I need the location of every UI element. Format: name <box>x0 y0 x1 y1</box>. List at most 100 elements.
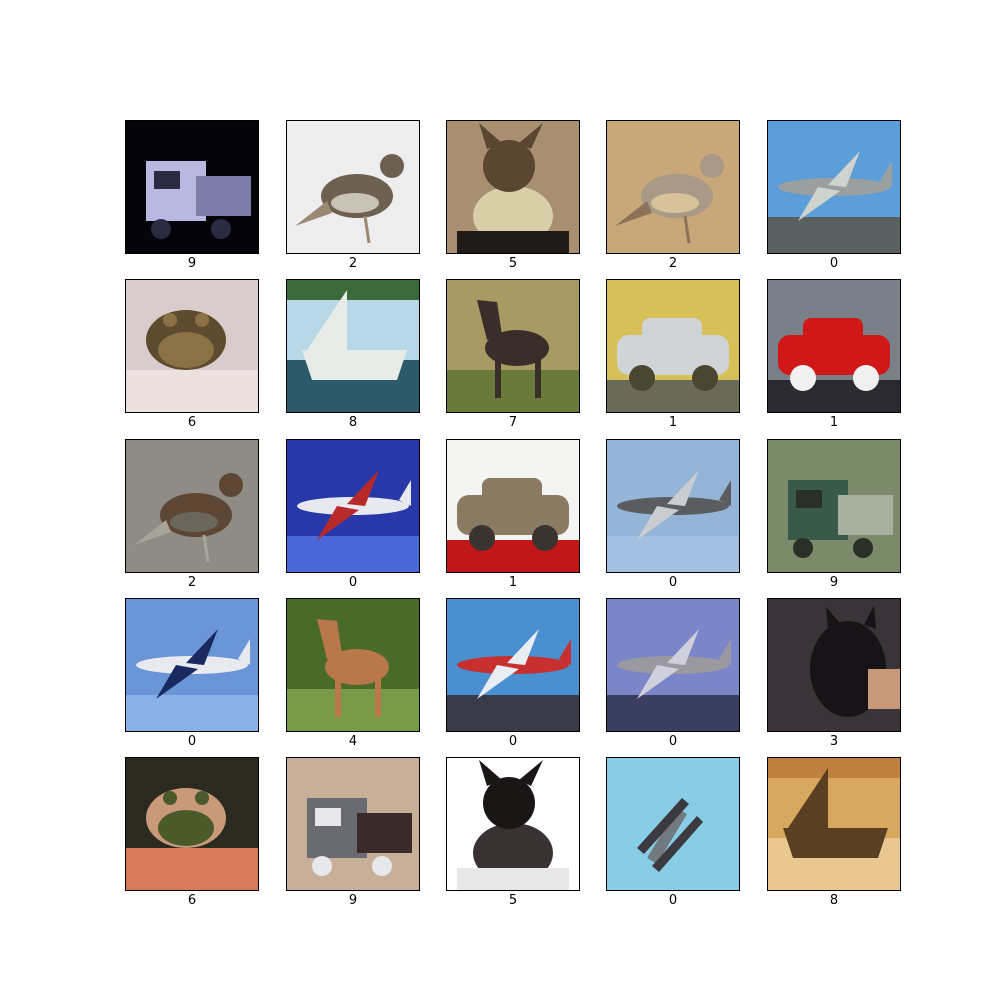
grid-cell: 7 <box>446 279 580 431</box>
class-label: 9 <box>187 256 197 271</box>
thumbnail-picture <box>287 599 419 731</box>
class-label: 0 <box>829 256 839 271</box>
grid-cell: 0 <box>767 120 901 272</box>
thumbnail-picture <box>768 280 900 412</box>
thumbnail-image <box>286 120 420 254</box>
grid-cell: 3 <box>767 598 901 750</box>
thumbnail-picture <box>287 440 419 572</box>
grid-cell: 9 <box>767 439 901 591</box>
thumbnail-picture <box>447 599 579 731</box>
thumbnail-picture <box>768 440 900 572</box>
thumbnail-image <box>286 757 420 891</box>
class-label: 2 <box>348 256 358 271</box>
thumbnail-image <box>446 120 580 254</box>
grid-cell: 0 <box>606 598 740 750</box>
class-label: 7 <box>508 415 518 430</box>
thumbnail-image <box>286 279 420 413</box>
class-label: 9 <box>348 893 358 908</box>
grid-cell: 1 <box>767 279 901 431</box>
class-label: 0 <box>348 575 358 590</box>
thumbnail-image <box>606 120 740 254</box>
grid-cell: 8 <box>286 279 420 431</box>
grid-cell: 1 <box>446 439 580 591</box>
thumbnail-image <box>125 439 259 573</box>
thumbnail-image <box>446 279 580 413</box>
thumbnail-picture <box>768 758 900 890</box>
class-label: 3 <box>829 734 839 749</box>
grid-cell: 8 <box>767 757 901 909</box>
thumbnail-picture <box>287 758 419 890</box>
thumbnail-image <box>446 598 580 732</box>
class-label: 0 <box>508 734 518 749</box>
class-label: 0 <box>668 734 678 749</box>
thumbnail-picture <box>126 121 258 253</box>
thumbnail-picture <box>607 599 739 731</box>
thumbnail-image <box>767 279 901 413</box>
grid-cell: 0 <box>125 598 259 750</box>
class-label: 0 <box>668 575 678 590</box>
thumbnail-picture <box>287 280 419 412</box>
class-label: 6 <box>187 415 197 430</box>
thumbnail-picture <box>447 280 579 412</box>
class-label: 0 <box>187 734 197 749</box>
thumbnail-picture <box>768 599 900 731</box>
thumbnail-image <box>767 439 901 573</box>
thumbnail-image <box>606 279 740 413</box>
grid-cell: 1 <box>606 279 740 431</box>
thumbnail-picture <box>607 440 739 572</box>
thumbnail-image <box>125 279 259 413</box>
grid-cell: 2 <box>606 120 740 272</box>
thumbnail-picture <box>607 280 739 412</box>
thumbnail-image <box>767 598 901 732</box>
class-label: 9 <box>829 575 839 590</box>
grid-cell: 0 <box>606 757 740 909</box>
grid-cell: 6 <box>125 757 259 909</box>
thumbnail-image <box>606 598 740 732</box>
thumbnail-image <box>767 757 901 891</box>
thumbnail-image <box>767 120 901 254</box>
thumbnail-image <box>446 757 580 891</box>
grid-cell: 2 <box>286 120 420 272</box>
thumbnail-picture <box>447 121 579 253</box>
thumbnail-picture <box>126 440 258 572</box>
thumbnail-picture <box>607 121 739 253</box>
thumbnail-image <box>286 439 420 573</box>
class-label: 5 <box>508 256 518 271</box>
class-label: 8 <box>829 893 839 908</box>
thumbnail-image <box>125 757 259 891</box>
grid-cell: 5 <box>446 120 580 272</box>
grid-cell: 0 <box>286 439 420 591</box>
grid-cell: 6 <box>125 279 259 431</box>
class-label: 4 <box>348 734 358 749</box>
thumbnail-image <box>606 757 740 891</box>
class-label: 1 <box>508 575 518 590</box>
class-label: 8 <box>348 415 358 430</box>
thumbnail-image <box>446 439 580 573</box>
grid-cell: 9 <box>286 757 420 909</box>
grid-cell: 0 <box>606 439 740 591</box>
thumbnail-picture <box>768 121 900 253</box>
class-label: 1 <box>829 415 839 430</box>
thumbnail-image <box>125 120 259 254</box>
class-label: 2 <box>187 575 197 590</box>
thumbnail-picture <box>287 121 419 253</box>
grid-cell: 4 <box>286 598 420 750</box>
class-label: 0 <box>668 893 678 908</box>
thumbnail-image <box>125 598 259 732</box>
class-label: 1 <box>668 415 678 430</box>
class-label: 2 <box>668 256 678 271</box>
thumbnail-image <box>286 598 420 732</box>
grid-cell: 0 <box>446 598 580 750</box>
thumbnail-image <box>606 439 740 573</box>
thumbnail-picture <box>447 440 579 572</box>
grid-cell: 5 <box>446 757 580 909</box>
thumbnail-picture <box>126 758 258 890</box>
class-label: 5 <box>508 893 518 908</box>
thumbnail-picture <box>607 758 739 890</box>
class-label: 6 <box>187 893 197 908</box>
thumbnail-picture <box>447 758 579 890</box>
grid-cell: 9 <box>125 120 259 272</box>
thumbnail-picture <box>126 599 258 731</box>
thumbnail-picture <box>126 280 258 412</box>
